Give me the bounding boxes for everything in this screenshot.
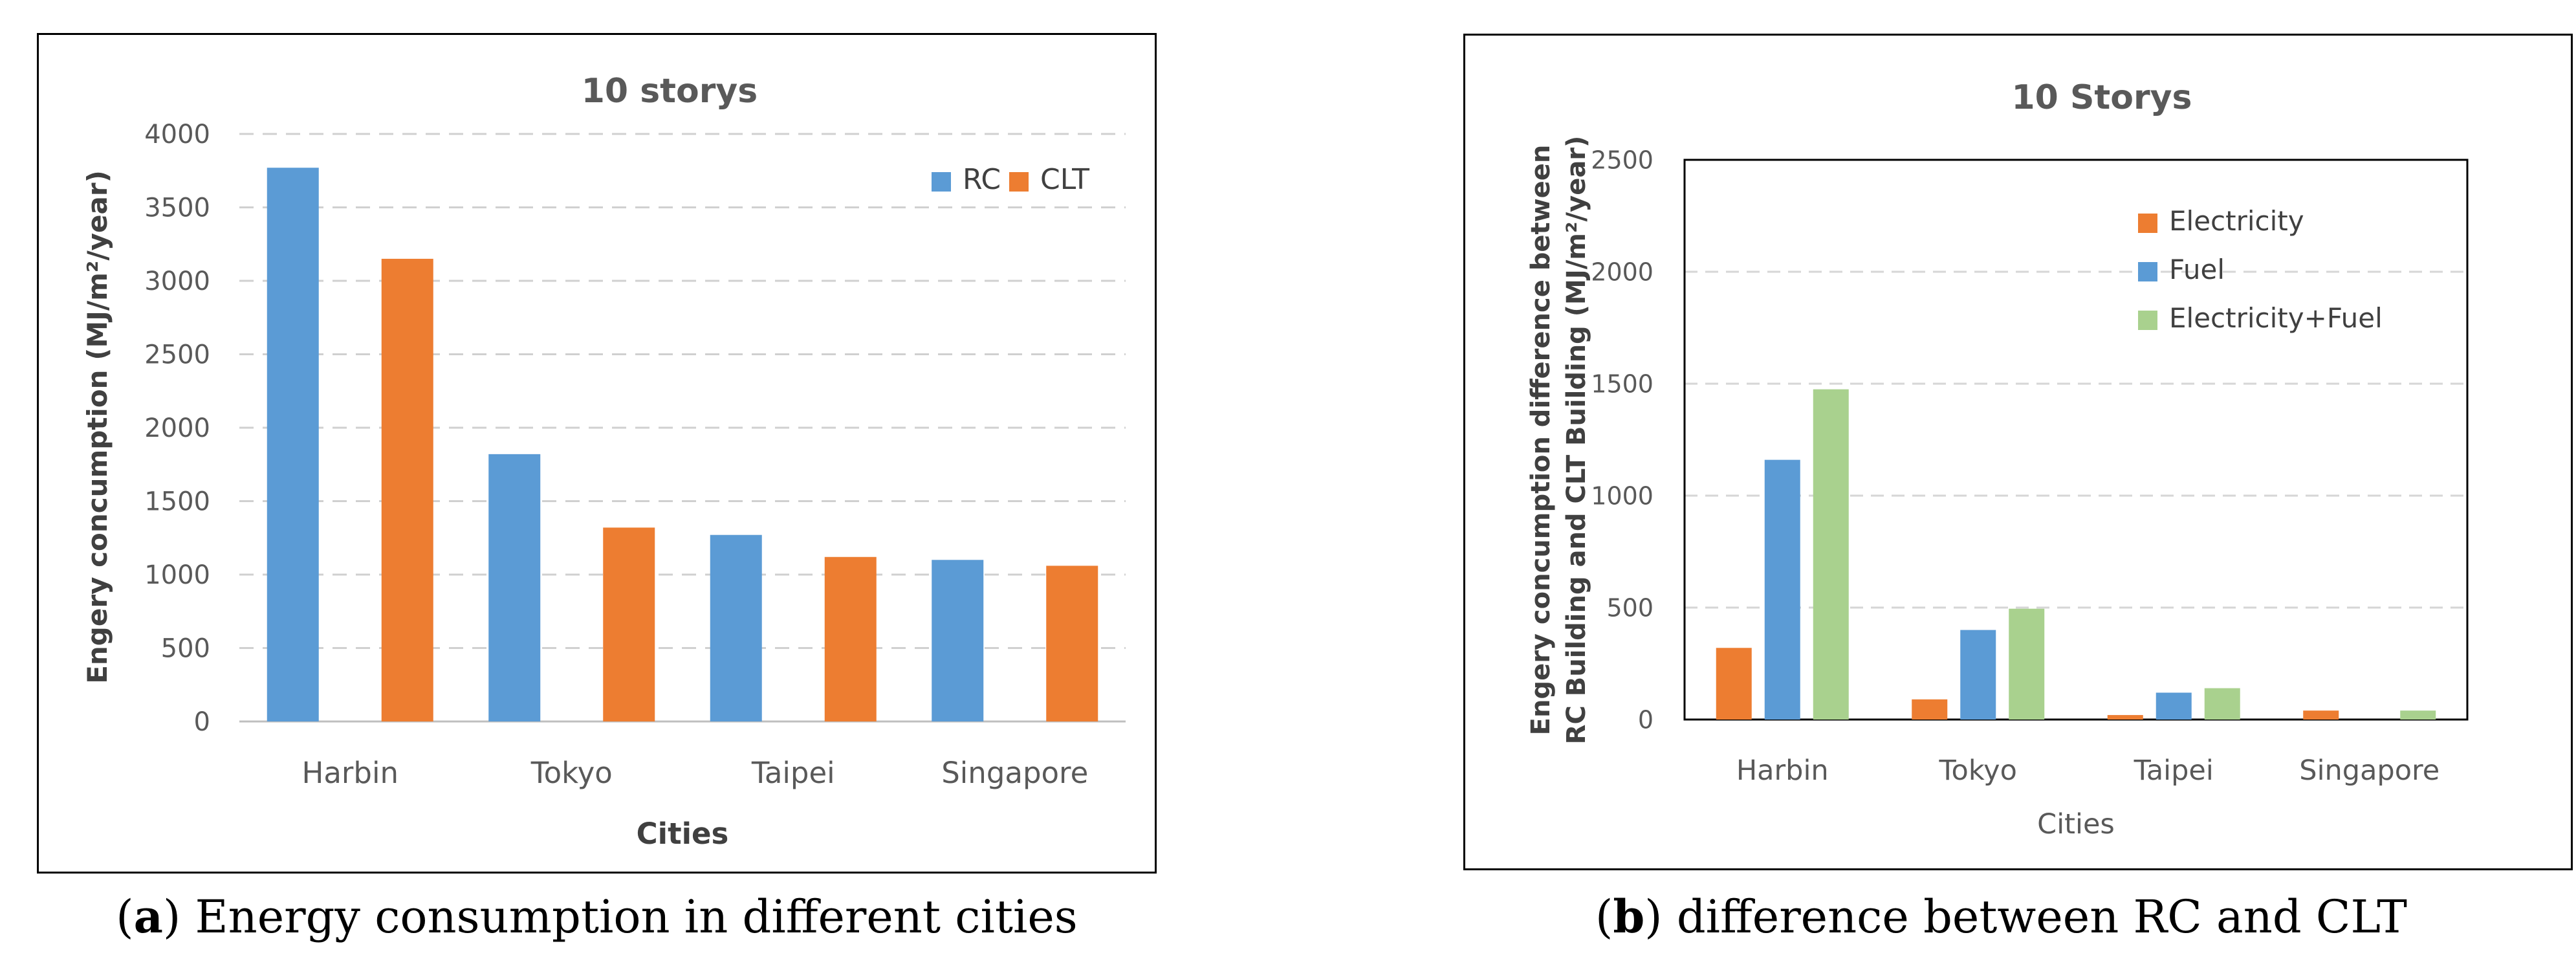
y-tick-label: 500 <box>1606 593 1654 622</box>
bar-electricity-fuel-singapore <box>2400 710 2436 720</box>
legend-label: RC <box>963 163 1001 196</box>
y-tick-label: 1000 <box>1591 481 1654 510</box>
y-tick-label: 0 <box>1638 705 1654 734</box>
y-tick-label: 3500 <box>144 193 210 223</box>
bar-electricity-singapore <box>2303 710 2339 720</box>
bar-electricity-fuel-tokyo <box>2009 608 2045 720</box>
chart-b-frame <box>1463 34 2573 870</box>
bar-clt-taipei <box>824 556 877 721</box>
bar-electricity-tokyo <box>1912 699 1948 720</box>
caption-b: (b) difference between RC and CLT <box>1595 890 2407 943</box>
y-tick-label: 1500 <box>144 487 210 517</box>
chart-title: 10 Storys <box>2012 78 2192 117</box>
x-tick-label: Tokyo <box>530 756 613 790</box>
caption-b-text: difference between RC and CLT <box>1662 890 2407 943</box>
y-tick-label: 1000 <box>144 560 210 590</box>
legend-swatch-rc <box>932 172 951 192</box>
caption-a: (a) Energy consumption in different citi… <box>116 890 1078 943</box>
chart-b: 10 Storys 0 500 1000 1500 2000 2500 Harbin Tokyo… <box>1526 78 2469 841</box>
y-axis-label-line1: Engery concumption difference between <box>1526 145 1556 736</box>
x-axis-label: Cities <box>637 817 729 851</box>
bar-electricity-harbin <box>1716 648 1752 720</box>
chart-a-frame <box>37 33 1157 874</box>
caption-b-letter: b <box>1613 890 1645 943</box>
y-tick-label: 2500 <box>144 340 210 370</box>
bar-fuel-taipei <box>2156 692 2192 720</box>
y-tick-label: 4000 <box>144 120 210 149</box>
bar-fuel-harbin <box>1764 459 1800 720</box>
legend-label: CLT <box>1040 163 1089 196</box>
bar-rc-harbin <box>267 168 319 722</box>
y-tick-label: 500 <box>161 634 210 664</box>
bar-rc-taipei <box>710 534 762 721</box>
bar-electricity-taipei <box>2107 715 2143 720</box>
legend-swatch-electricity <box>2138 214 2157 233</box>
y-tick-label: 0 <box>194 707 210 737</box>
bar-clt-singapore <box>1046 566 1098 721</box>
legend-label: Electricity <box>2169 205 2304 237</box>
y-axis-label-line2: RC Building and CLT Building (MJ/m²/year… <box>1562 136 1591 745</box>
bar-rc-singapore <box>932 560 984 721</box>
legend-label: Fuel <box>2169 254 2225 285</box>
chart-a: 10 storys 0 500 1000 1500 2000 2500 3000 3500 400… <box>82 72 1126 851</box>
legend-swatch-electricity-fuel <box>2138 311 2157 330</box>
chart-title: 10 storys <box>582 72 758 111</box>
legend-label: Electricity+Fuel <box>2169 302 2383 334</box>
x-tick-label: Taipei <box>2134 754 2214 787</box>
x-tick-label: Singapore <box>941 756 1088 790</box>
x-tick-label: Taipei <box>751 756 835 790</box>
x-tick-label: Harbin <box>301 756 398 790</box>
y-tick-label: 2000 <box>1591 258 1654 286</box>
y-tick-label: 2500 <box>1591 146 1654 174</box>
x-tick-label: Tokyo <box>1939 754 2017 787</box>
bar-electricity-fuel-taipei <box>2204 688 2240 720</box>
y-tick-label: 1500 <box>1591 369 1654 398</box>
plot-area-border <box>1683 159 2469 721</box>
bar-fuel-tokyo <box>1960 630 1996 720</box>
y-tick-label: 2000 <box>144 413 210 443</box>
legend-swatch-fuel <box>2138 262 2157 281</box>
bar-clt-harbin <box>381 258 433 721</box>
bar-electricity-fuel-harbin <box>1813 389 1849 720</box>
bar-rc-tokyo <box>488 454 541 721</box>
x-axis-label: Cities <box>2037 808 2115 841</box>
caption-a-text: Energy consumption in different cities <box>180 890 1078 943</box>
legend-swatch-clt <box>1009 172 1029 192</box>
x-tick-label: Singapore <box>2299 754 2440 787</box>
caption-a-letter: a <box>133 890 163 943</box>
y-tick-label: 3000 <box>144 267 210 296</box>
y-axis-label: Engery concumption (MJ/m²/year) <box>82 170 113 684</box>
bar-clt-tokyo <box>603 527 655 721</box>
x-tick-label: Harbin <box>1736 754 1829 787</box>
